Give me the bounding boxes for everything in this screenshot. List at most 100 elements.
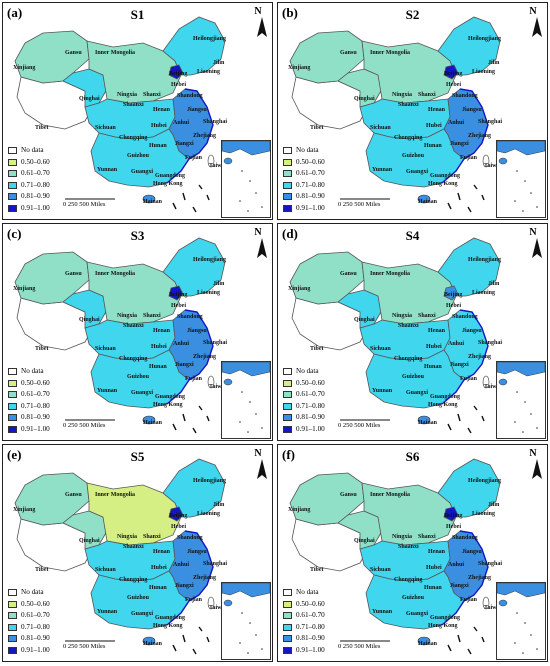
inset-dot: [241, 170, 243, 172]
inset-coast: [497, 362, 545, 377]
province-label: Shanghai: [478, 119, 503, 125]
legend-item: 0.50–0.60: [283, 378, 325, 390]
panel-letter: (d): [282, 226, 298, 241]
legend-label: No data: [296, 146, 319, 154]
south-china-sea-inset: [221, 140, 271, 218]
province-label: Henan: [428, 328, 446, 334]
province-label: Guangdong: [430, 394, 461, 400]
boundary-dash: [198, 405, 203, 411]
province-label: Shandong: [452, 535, 478, 541]
inset-dot: [530, 634, 532, 636]
inset-dot: [255, 413, 257, 415]
north-arrow-icon: [532, 17, 542, 37]
boundary-dash: [192, 206, 197, 213]
boundary-dash: [481, 636, 485, 643]
inset-dot: [524, 401, 526, 403]
province-label: Taiwan: [484, 384, 503, 390]
inset-dot: [247, 210, 249, 212]
region-north: [86, 261, 182, 325]
legend-label: No data: [21, 588, 44, 596]
legend-label: 0.81–0.90: [21, 413, 50, 421]
inset-dot: [536, 648, 538, 650]
legend-label: 0.61–0.70: [21, 390, 50, 398]
boundary-dash: [473, 626, 478, 632]
region-taiwan: [207, 375, 215, 389]
legend-label: 0.81–0.90: [21, 192, 50, 200]
region-hainan: [142, 194, 156, 204]
province-label: Hong Kong: [153, 623, 183, 629]
legend-item: 0.71–0.80: [8, 180, 50, 192]
province-label: Chongqing: [394, 135, 423, 141]
province-label: Guangxi: [131, 169, 154, 175]
boundary-dash: [172, 202, 177, 210]
province-label: Hebei: [446, 524, 461, 530]
boundary-dash: [447, 423, 452, 431]
inset-island: [498, 378, 508, 386]
province-label: Hainan: [143, 420, 163, 426]
province-label: Hainan: [418, 641, 438, 647]
province-label: Shanghai: [203, 119, 228, 125]
province-label: Shanxi: [143, 313, 161, 319]
legend-swatch: [283, 147, 292, 155]
province-label: Shanghai: [478, 561, 503, 567]
legend-label: 0.50–0.60: [21, 378, 50, 387]
province-label: Hunan: [424, 585, 442, 591]
inset-dot: [239, 421, 241, 423]
legend-label: 0.91–1.00: [296, 424, 325, 433]
legend-item: 0.71–0.80: [283, 180, 325, 192]
province-label: Hebei: [171, 82, 186, 88]
legend-swatch: [8, 181, 17, 189]
province-label: Hebei: [171, 303, 186, 309]
province-label: Inner Mongolia: [370, 271, 411, 277]
legend-swatch: [283, 635, 292, 643]
map-panel-s6: (f) S6 N Xinjiang Gansu Inner Mongolia Heilong…: [277, 444, 548, 662]
province-label: Beijing: [444, 292, 463, 298]
region-taiwan: [482, 596, 490, 610]
boundary-dash: [198, 626, 203, 632]
legend-swatch: [8, 635, 17, 643]
inset-dot: [247, 431, 249, 433]
legend-label: 0.50–0.60: [21, 157, 50, 166]
province-label: Qinghai: [354, 96, 375, 102]
province-label: Jiangsu: [462, 549, 482, 555]
map-panel-s1: (a) S1 N Xinjiang Gansu Inner Mongolia Heilong…: [2, 2, 273, 220]
inset-island: [498, 157, 508, 165]
legend-item: 0.61–0.70: [8, 610, 50, 622]
legend-item: 0.91–1.00: [8, 645, 50, 657]
boundary-dash: [481, 415, 485, 422]
province-label: Shanxi: [418, 92, 436, 98]
inset-dot: [524, 622, 526, 624]
legend-item: 0.61–0.70: [283, 389, 325, 401]
legend-label: 0.81–0.90: [296, 413, 325, 421]
province-label: Yunnan: [97, 167, 118, 173]
inset-coast: [497, 583, 545, 598]
legend-label: 0.50–0.60: [296, 157, 325, 166]
province-label: Inner Mongolia: [95, 50, 136, 56]
inset-dot: [536, 427, 538, 429]
legend-swatch: [8, 402, 17, 410]
province-label: Heilongjiang: [193, 36, 227, 42]
province-label: Hainan: [418, 420, 438, 426]
scale-label: 0 250 500 Miles: [338, 422, 381, 429]
province-label: Jilin: [213, 60, 225, 66]
boundary-dash: [457, 192, 461, 201]
north-label: N: [254, 448, 262, 459]
legend: No data 0.50–0.60 0.61–0.70 0.71–0.80 0.81–0…: [283, 587, 325, 656]
province-label: Sichuan: [370, 346, 391, 352]
province-label: Gansu: [65, 271, 82, 277]
province-label: Chongqing: [119, 356, 148, 362]
province-label: Shaanxi: [123, 102, 144, 108]
province-label: Shanxi: [143, 92, 161, 98]
legend-label: 0.81–0.90: [296, 192, 325, 200]
legend-swatch: [8, 368, 17, 376]
legend-swatch: [283, 193, 292, 201]
province-label: Gansu: [65, 50, 82, 56]
region-taiwan: [482, 375, 490, 389]
south-china-sea-inset: [496, 361, 546, 439]
boundary-dash: [447, 644, 452, 652]
inset-dot: [522, 210, 524, 212]
region-beijing: [168, 64, 184, 80]
province-label: Shandong: [177, 535, 203, 541]
province-label: Anhui: [448, 120, 465, 126]
province-label: Liaoning: [197, 69, 221, 75]
